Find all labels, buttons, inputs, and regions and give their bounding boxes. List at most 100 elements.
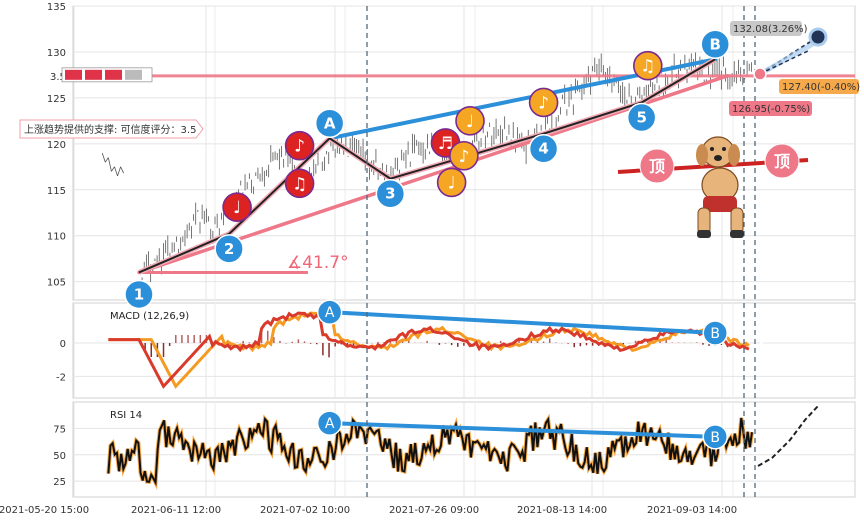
macd-y-tick-label: 0 xyxy=(60,339,66,350)
upper-target-box xyxy=(730,21,802,36)
top-badge-text: 顶 xyxy=(774,152,790,171)
wave-label-circle xyxy=(214,234,244,264)
music-marker-glyph: ♫ xyxy=(292,174,307,194)
price-candle-early xyxy=(107,157,112,172)
macd-divergence-label-circle xyxy=(702,320,728,346)
wave-label-circle xyxy=(375,178,406,209)
rsi-y-tick-label: 25 xyxy=(53,477,66,488)
rsi-panel-label: RSI 14 xyxy=(110,410,142,421)
wave-label-circle xyxy=(314,108,345,139)
music-marker-glyph: ♫ xyxy=(640,57,655,77)
dog-shoe xyxy=(730,230,744,238)
price-candle-early xyxy=(114,166,118,177)
x-tick-label: 2021-07-02 10:00 xyxy=(260,505,350,516)
price-y-tick-label: 120 xyxy=(47,140,66,151)
wave-label-circle xyxy=(700,29,730,60)
macd-panel-label: MACD (12,26,9) xyxy=(110,311,189,322)
x-tick-label: 2021-05-20 15:00 xyxy=(0,505,89,516)
price-candle-early xyxy=(111,166,115,172)
horizontal-level-label: 3.5 xyxy=(50,72,66,83)
price-candle-early xyxy=(104,157,109,163)
x-tick-label: 2021-09-03 14:00 xyxy=(647,505,737,516)
wave-label-text: 3 xyxy=(385,185,395,203)
projection-line-up xyxy=(759,36,819,75)
wave-label-circle xyxy=(626,102,657,133)
dog-eye xyxy=(710,147,714,151)
support-callout xyxy=(19,119,204,139)
music-marker-circle xyxy=(455,106,485,136)
top-badge-text: 顶 xyxy=(649,157,665,176)
wave-label-circle xyxy=(528,133,559,164)
dog-mascot-icon xyxy=(696,136,744,238)
lower-target-box xyxy=(729,101,812,116)
rsi-y-tick-label: 50 xyxy=(53,451,66,462)
price-y-tick-label: 110 xyxy=(47,232,66,243)
level-tag-block xyxy=(125,69,142,80)
rsi-line xyxy=(107,416,753,487)
price-y-tick-label: 135 xyxy=(47,2,66,13)
macd-line xyxy=(108,311,750,389)
level-tag-block xyxy=(105,69,122,80)
support-callout-text: 上涨趋势提供的支撑: 可信度评分：3.5 xyxy=(24,123,196,136)
projection-line-mid xyxy=(759,49,811,75)
dog-eye xyxy=(722,147,726,151)
music-marker-glyph: ♪ xyxy=(458,147,469,167)
wave-label-text: 1 xyxy=(134,285,144,303)
macd-divergence-line xyxy=(329,310,716,335)
music-marker-circle xyxy=(528,87,559,118)
middle-target-box xyxy=(779,79,859,94)
price-candle-early xyxy=(117,166,121,177)
x-tick-label: 2021-08-13 14:00 xyxy=(517,505,607,516)
top-badge-circle xyxy=(639,148,675,184)
axes: 2021-05-20 15:00 2021-06-11 12:00 2021-07-… xyxy=(0,2,737,516)
music-marker-glyph: ♩ xyxy=(466,112,474,132)
macd-panel: MACD (12,26,9) A B xyxy=(108,299,819,389)
rsi-divergence-label-circle xyxy=(316,410,343,436)
wave-label-text: A xyxy=(324,114,336,132)
lower-target-label: 126.95(-0.75%) xyxy=(732,104,810,115)
music-marker-circle xyxy=(632,50,663,81)
rsi-projection xyxy=(757,405,819,467)
macd-y-tick-label: -2 xyxy=(56,372,66,383)
price-candle-early xyxy=(101,152,106,163)
x-tick-label: 2021-07-26 09:00 xyxy=(389,505,479,516)
music-marker-circle xyxy=(222,192,252,223)
rsi-divergence-label-circle xyxy=(702,424,728,450)
dog-nose xyxy=(714,155,722,161)
macd-divergence-label-circle xyxy=(316,299,343,325)
wave-label-text: 5 xyxy=(636,108,646,126)
dog-ear-left xyxy=(696,144,708,166)
upper-target-label: 132.08(3.26%) xyxy=(733,24,808,35)
dog-ear-right xyxy=(728,144,740,166)
rsi-divergence-line xyxy=(329,421,716,439)
wave-label-text: 2 xyxy=(224,240,234,258)
music-marker-circle xyxy=(449,140,479,171)
current-price-dot xyxy=(753,67,767,81)
projection-target-dot xyxy=(808,27,828,47)
music-marker-glyph: ♪ xyxy=(294,137,305,157)
music-marker-glyph: ♩ xyxy=(448,173,456,193)
projection-band-up xyxy=(758,37,822,77)
macd-divergence-label: B xyxy=(710,326,720,342)
level-tag-block xyxy=(65,69,82,80)
price-candle-early xyxy=(120,166,125,174)
top-badge-circle xyxy=(764,143,800,179)
dog-shoe xyxy=(697,230,711,238)
music-marker-glyph: ♩ xyxy=(233,198,241,218)
middle-target-label: 127.40(-0.40%) xyxy=(782,82,860,93)
music-marker-glyph: ♪ xyxy=(538,93,549,113)
rsi-divergence-label: A xyxy=(325,416,335,432)
price-y-tick-label: 130 xyxy=(47,48,66,59)
price-y-tick-label: 115 xyxy=(47,186,66,197)
x-tick-label: 2021-06-11 12:00 xyxy=(131,505,221,516)
dog-shorts xyxy=(703,196,737,212)
music-marker-circle xyxy=(284,130,315,161)
wave-label-text: 4 xyxy=(538,140,548,158)
music-marker-glyph: ♬ xyxy=(438,134,453,154)
rsi-divergence-label: B xyxy=(710,430,720,446)
level-tag-block xyxy=(85,69,102,80)
macd-divergence-label: A xyxy=(325,305,335,321)
